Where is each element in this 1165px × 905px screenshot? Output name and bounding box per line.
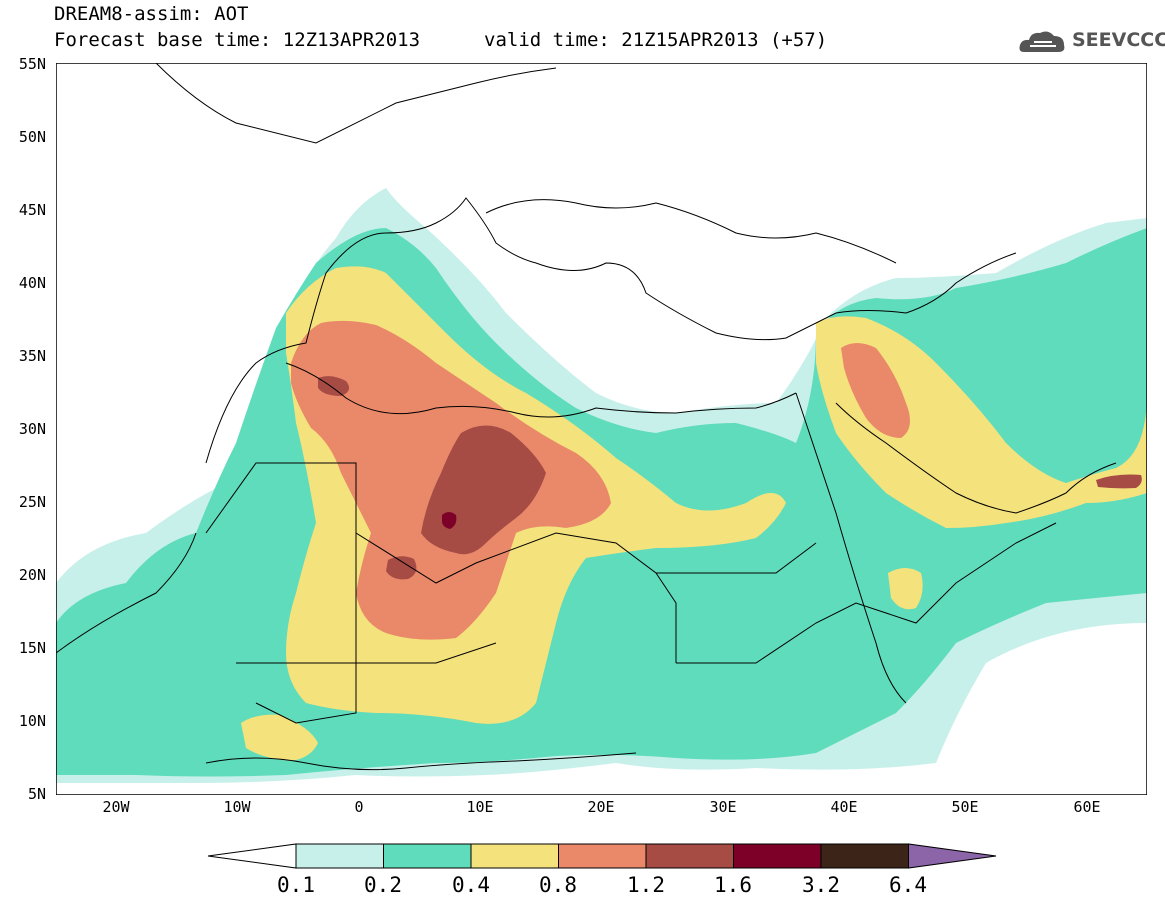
colorbar-over-triangle xyxy=(908,843,997,869)
lat-label: 25N xyxy=(18,493,46,511)
lon-label: 10W xyxy=(223,798,251,816)
lat-label: 20N xyxy=(18,566,46,584)
lon-label: 10E xyxy=(466,798,494,816)
valid-time: valid time: 21Z15APR2013 (+57) xyxy=(484,29,828,51)
coastlines-and-borders xyxy=(56,63,1117,771)
lon-label: 40E xyxy=(830,798,858,816)
colorbar-label: 0.8 xyxy=(539,873,577,897)
colorbar-label: 1.2 xyxy=(627,873,665,897)
colorbar-label: 0.1 xyxy=(277,873,315,897)
colorbar-swatch xyxy=(470,843,559,869)
colorbar-swatch xyxy=(820,843,909,869)
logo-text: SEEVCCC xyxy=(1072,29,1165,51)
colorbar-swatch xyxy=(558,843,647,869)
colorbar-label: 0.4 xyxy=(452,873,490,897)
colorbar-swatch xyxy=(295,843,384,869)
colorbar-label: 0.2 xyxy=(364,873,402,897)
lat-label: 10N xyxy=(18,712,46,730)
colorbar-swatch xyxy=(733,843,822,869)
lon-label: 30E xyxy=(709,798,737,816)
colorbar-swatch xyxy=(645,843,734,869)
colorbar-label: 1.6 xyxy=(714,873,752,897)
lon-label: 60E xyxy=(1073,798,1101,816)
colorbar-under-triangle xyxy=(207,843,297,869)
colorbar-swatch xyxy=(383,843,472,869)
colorbar-label: 3.2 xyxy=(802,873,840,897)
lat-label: 15N xyxy=(18,639,46,657)
lat-label: 55N xyxy=(18,55,46,73)
lon-label: 0 xyxy=(354,798,364,816)
colorbar-label: 6.4 xyxy=(889,873,927,897)
map-title: DREAM8-assim: AOT xyxy=(54,3,249,25)
lat-label: 30N xyxy=(18,420,46,438)
seevccc-cloud-logo-icon xyxy=(1019,31,1065,52)
lon-label: 20W xyxy=(102,798,130,816)
lat-label: 40N xyxy=(18,274,46,292)
aot-1-6-layer xyxy=(442,512,457,529)
aot-map xyxy=(56,63,1147,795)
lat-label: 45N xyxy=(18,201,46,219)
lat-label: 50N xyxy=(18,128,46,146)
lat-label: 5N xyxy=(27,785,46,803)
forecast-base-time: Forecast base time: 12Z13APR2013 xyxy=(54,29,421,51)
lon-label: 50E xyxy=(951,798,979,816)
lon-label: 20E xyxy=(587,798,615,816)
lat-label: 35N xyxy=(18,347,46,365)
